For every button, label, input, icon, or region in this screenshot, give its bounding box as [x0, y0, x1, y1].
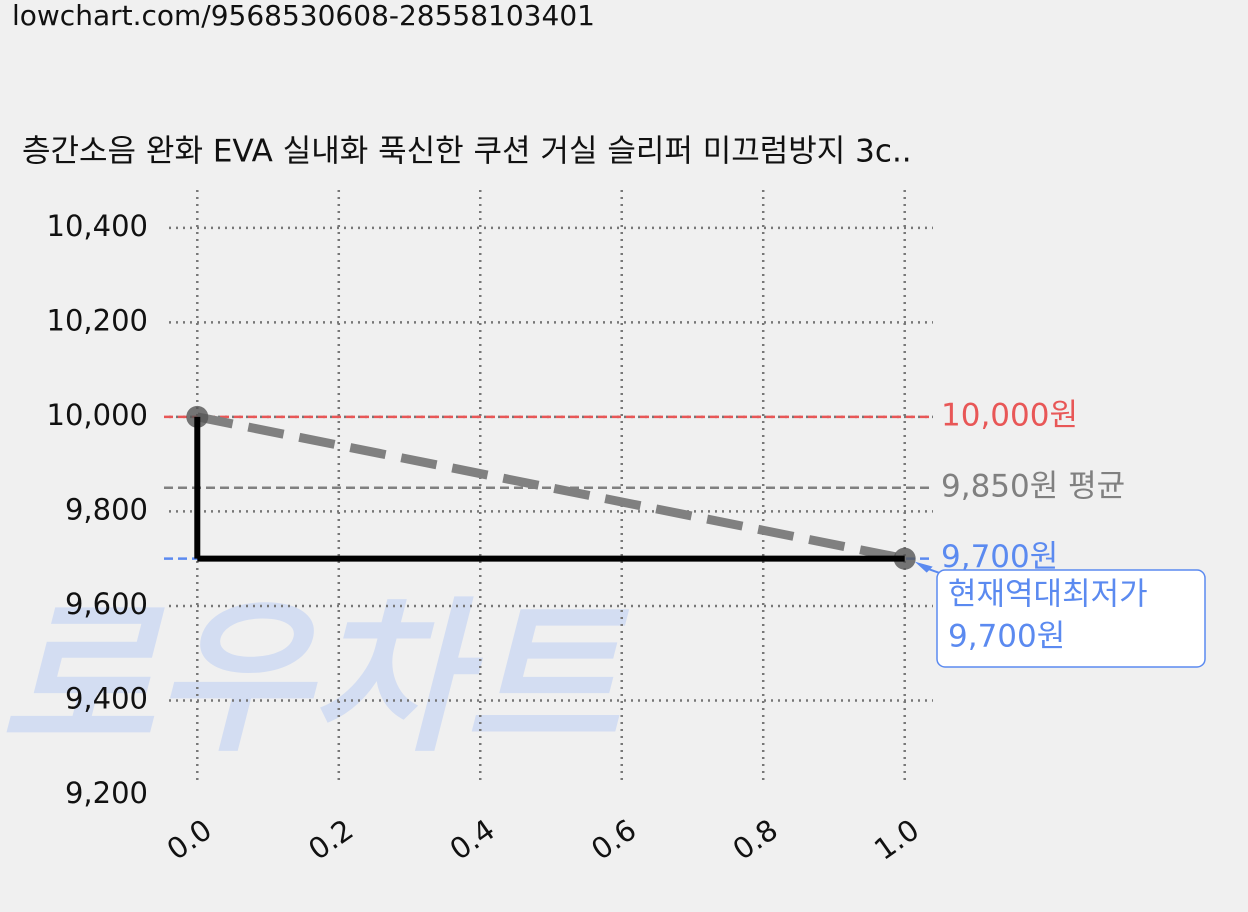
y-tick-label: 9,400	[65, 681, 148, 715]
reference-label: 9,850원 평균	[941, 468, 1125, 504]
y-tick-label: 9,800	[65, 492, 148, 526]
y-tick-label: 10,200	[47, 303, 148, 337]
y-tick-label: 9,200	[65, 776, 148, 810]
annotation-pointer	[924, 566, 940, 574]
reference-label: 9,700원	[941, 539, 1058, 575]
chart-title: 층간소음 완화 EVA 실내화 푹신한 쿠션 거실 슬리퍼 미끄럼방지 3c..	[22, 134, 912, 170]
y-tick-label: 9,600	[65, 587, 148, 621]
annotation-box	[936, 569, 1206, 668]
price-line	[196, 412, 906, 564]
url: lowchart.com/9568530608-28558103401	[12, 0, 595, 32]
annotation-text: 현재역대최저가	[948, 577, 1148, 613]
y-tick-label: 10,000	[47, 398, 148, 432]
reference-label: 10,000원	[941, 397, 1078, 433]
watermark: 로우차트	[0, 582, 629, 774]
annotation-text: 9,700원	[948, 619, 1065, 655]
y-tick-label: 10,400	[47, 209, 148, 243]
